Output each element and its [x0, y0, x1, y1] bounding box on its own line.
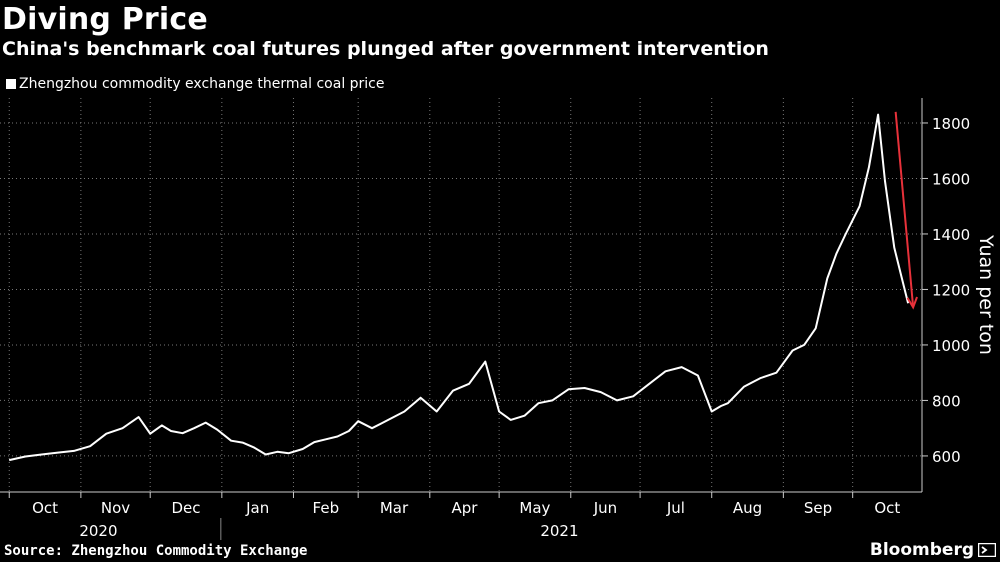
x-tick-label: Oct — [32, 499, 58, 517]
chart-subtitle: China's benchmark coal futures plunged a… — [2, 38, 769, 60]
series-line — [8, 113, 910, 462]
brand-logo: Bloomberg — [869, 540, 974, 560]
y-tick-label: 1400 — [932, 226, 970, 244]
x-tick-label: Aug — [733, 499, 762, 517]
y-tick-labels: 600 800 1000 1200 1400 1600 1800 — [932, 115, 970, 466]
x-tick-label: Mar — [380, 499, 409, 517]
legend-label: Zhengzhou commodity exchange thermal coa… — [19, 76, 385, 92]
x-tick-label: May — [519, 499, 550, 517]
y-axis-label: Yuan per ton — [975, 234, 997, 355]
x-year-label: 2021 — [540, 522, 578, 540]
x-tick-label: Nov — [101, 499, 130, 517]
x-tick-label: Jan — [245, 499, 269, 517]
x-tick-label: Dec — [172, 499, 201, 517]
x-tick-label: Sep — [804, 499, 832, 517]
source-note: Source: Zhengzhou Commodity Exchange — [4, 543, 308, 559]
annotation-arrow — [894, 111, 918, 310]
y-tick-label: 800 — [932, 392, 961, 410]
y-tick-label: 1600 — [932, 170, 970, 188]
x-tick-label: Oct — [874, 499, 900, 517]
annotation-arrow-head — [906, 296, 918, 310]
legend: Zhengzhou commodity exchange thermal coa… — [6, 76, 385, 92]
legend-swatch — [6, 79, 16, 89]
gridlines — [0, 98, 922, 492]
x-tick-label: Jul — [666, 499, 685, 517]
terminal-icon — [978, 543, 996, 557]
y-tick-label: 1200 — [932, 281, 970, 299]
x-year-label: 2020 — [79, 522, 117, 540]
y-tick-label: 600 — [932, 448, 961, 466]
y-tick-label: 1000 — [932, 337, 970, 355]
x-tick-label: Jun — [593, 499, 617, 517]
y-tick-label: 1800 — [932, 115, 970, 133]
chart-title: Diving Price — [2, 2, 208, 37]
x-tick-label: Apr — [451, 499, 478, 517]
x-tick-label: Feb — [313, 499, 340, 517]
series — [8, 113, 910, 462]
annotation-arrow-shaft — [894, 111, 915, 308]
axes — [0, 98, 928, 540]
x-tick-labels: Oct Nov Dec Jan Feb Mar Apr May Jun Jul Aug Sep Oct 2… — [32, 499, 900, 540]
